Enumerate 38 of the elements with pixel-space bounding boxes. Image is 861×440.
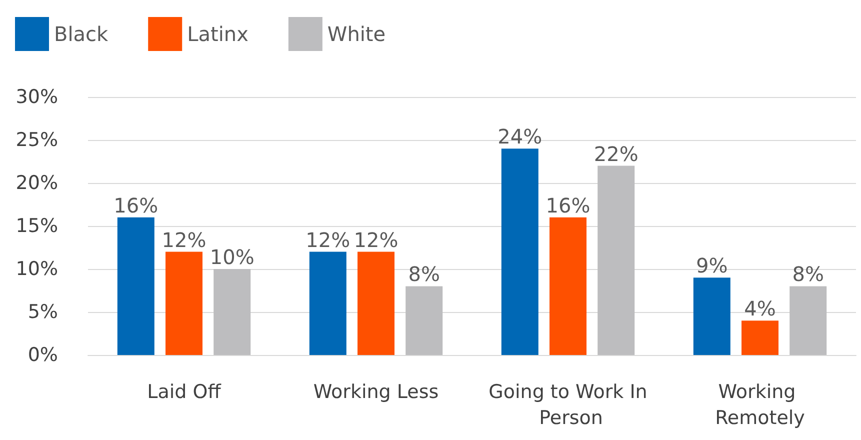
data-label: 10%	[210, 245, 254, 269]
x-tick-label: Working Less	[313, 381, 439, 403]
bar	[550, 217, 586, 355]
bar	[214, 269, 251, 355]
legend-label: Black	[54, 22, 109, 46]
data-label: 24%	[498, 124, 542, 149]
x-tick-label: Laid Off	[147, 381, 222, 403]
data-label: 12%	[306, 228, 350, 252]
data-label: 8%	[792, 262, 824, 286]
legend-label: Latinx	[187, 22, 249, 46]
bar	[358, 252, 394, 355]
bar	[166, 252, 202, 355]
legend-label: White	[327, 22, 386, 46]
bar	[693, 278, 730, 355]
bar	[501, 148, 538, 355]
y-tick-label: 5%	[28, 301, 58, 323]
y-tick-label: 25%	[16, 129, 58, 151]
data-label: 4%	[744, 296, 776, 321]
data-label: 12%	[162, 228, 206, 252]
bar	[790, 286, 827, 355]
data-label: 8%	[408, 262, 440, 286]
y-tick-label: 30%	[16, 86, 58, 108]
bar	[598, 166, 635, 355]
bar	[742, 320, 778, 355]
y-tick-label: 20%	[16, 172, 58, 194]
y-tick-label: 15%	[16, 215, 58, 237]
data-label: 16%	[114, 193, 158, 218]
y-tick-label: 10%	[16, 258, 58, 280]
bar	[309, 252, 346, 355]
x-tick-label: Going to Work In Person	[488, 381, 648, 429]
bar	[117, 217, 154, 355]
bar	[406, 286, 443, 355]
y-tick-label: 0%	[28, 344, 58, 366]
x-tick-label: Working Remotely	[715, 381, 805, 429]
data-label: 12%	[354, 228, 398, 252]
data-label: 16%	[546, 193, 590, 218]
data-label: 22%	[594, 142, 638, 166]
data-label: 9%	[696, 254, 728, 278]
